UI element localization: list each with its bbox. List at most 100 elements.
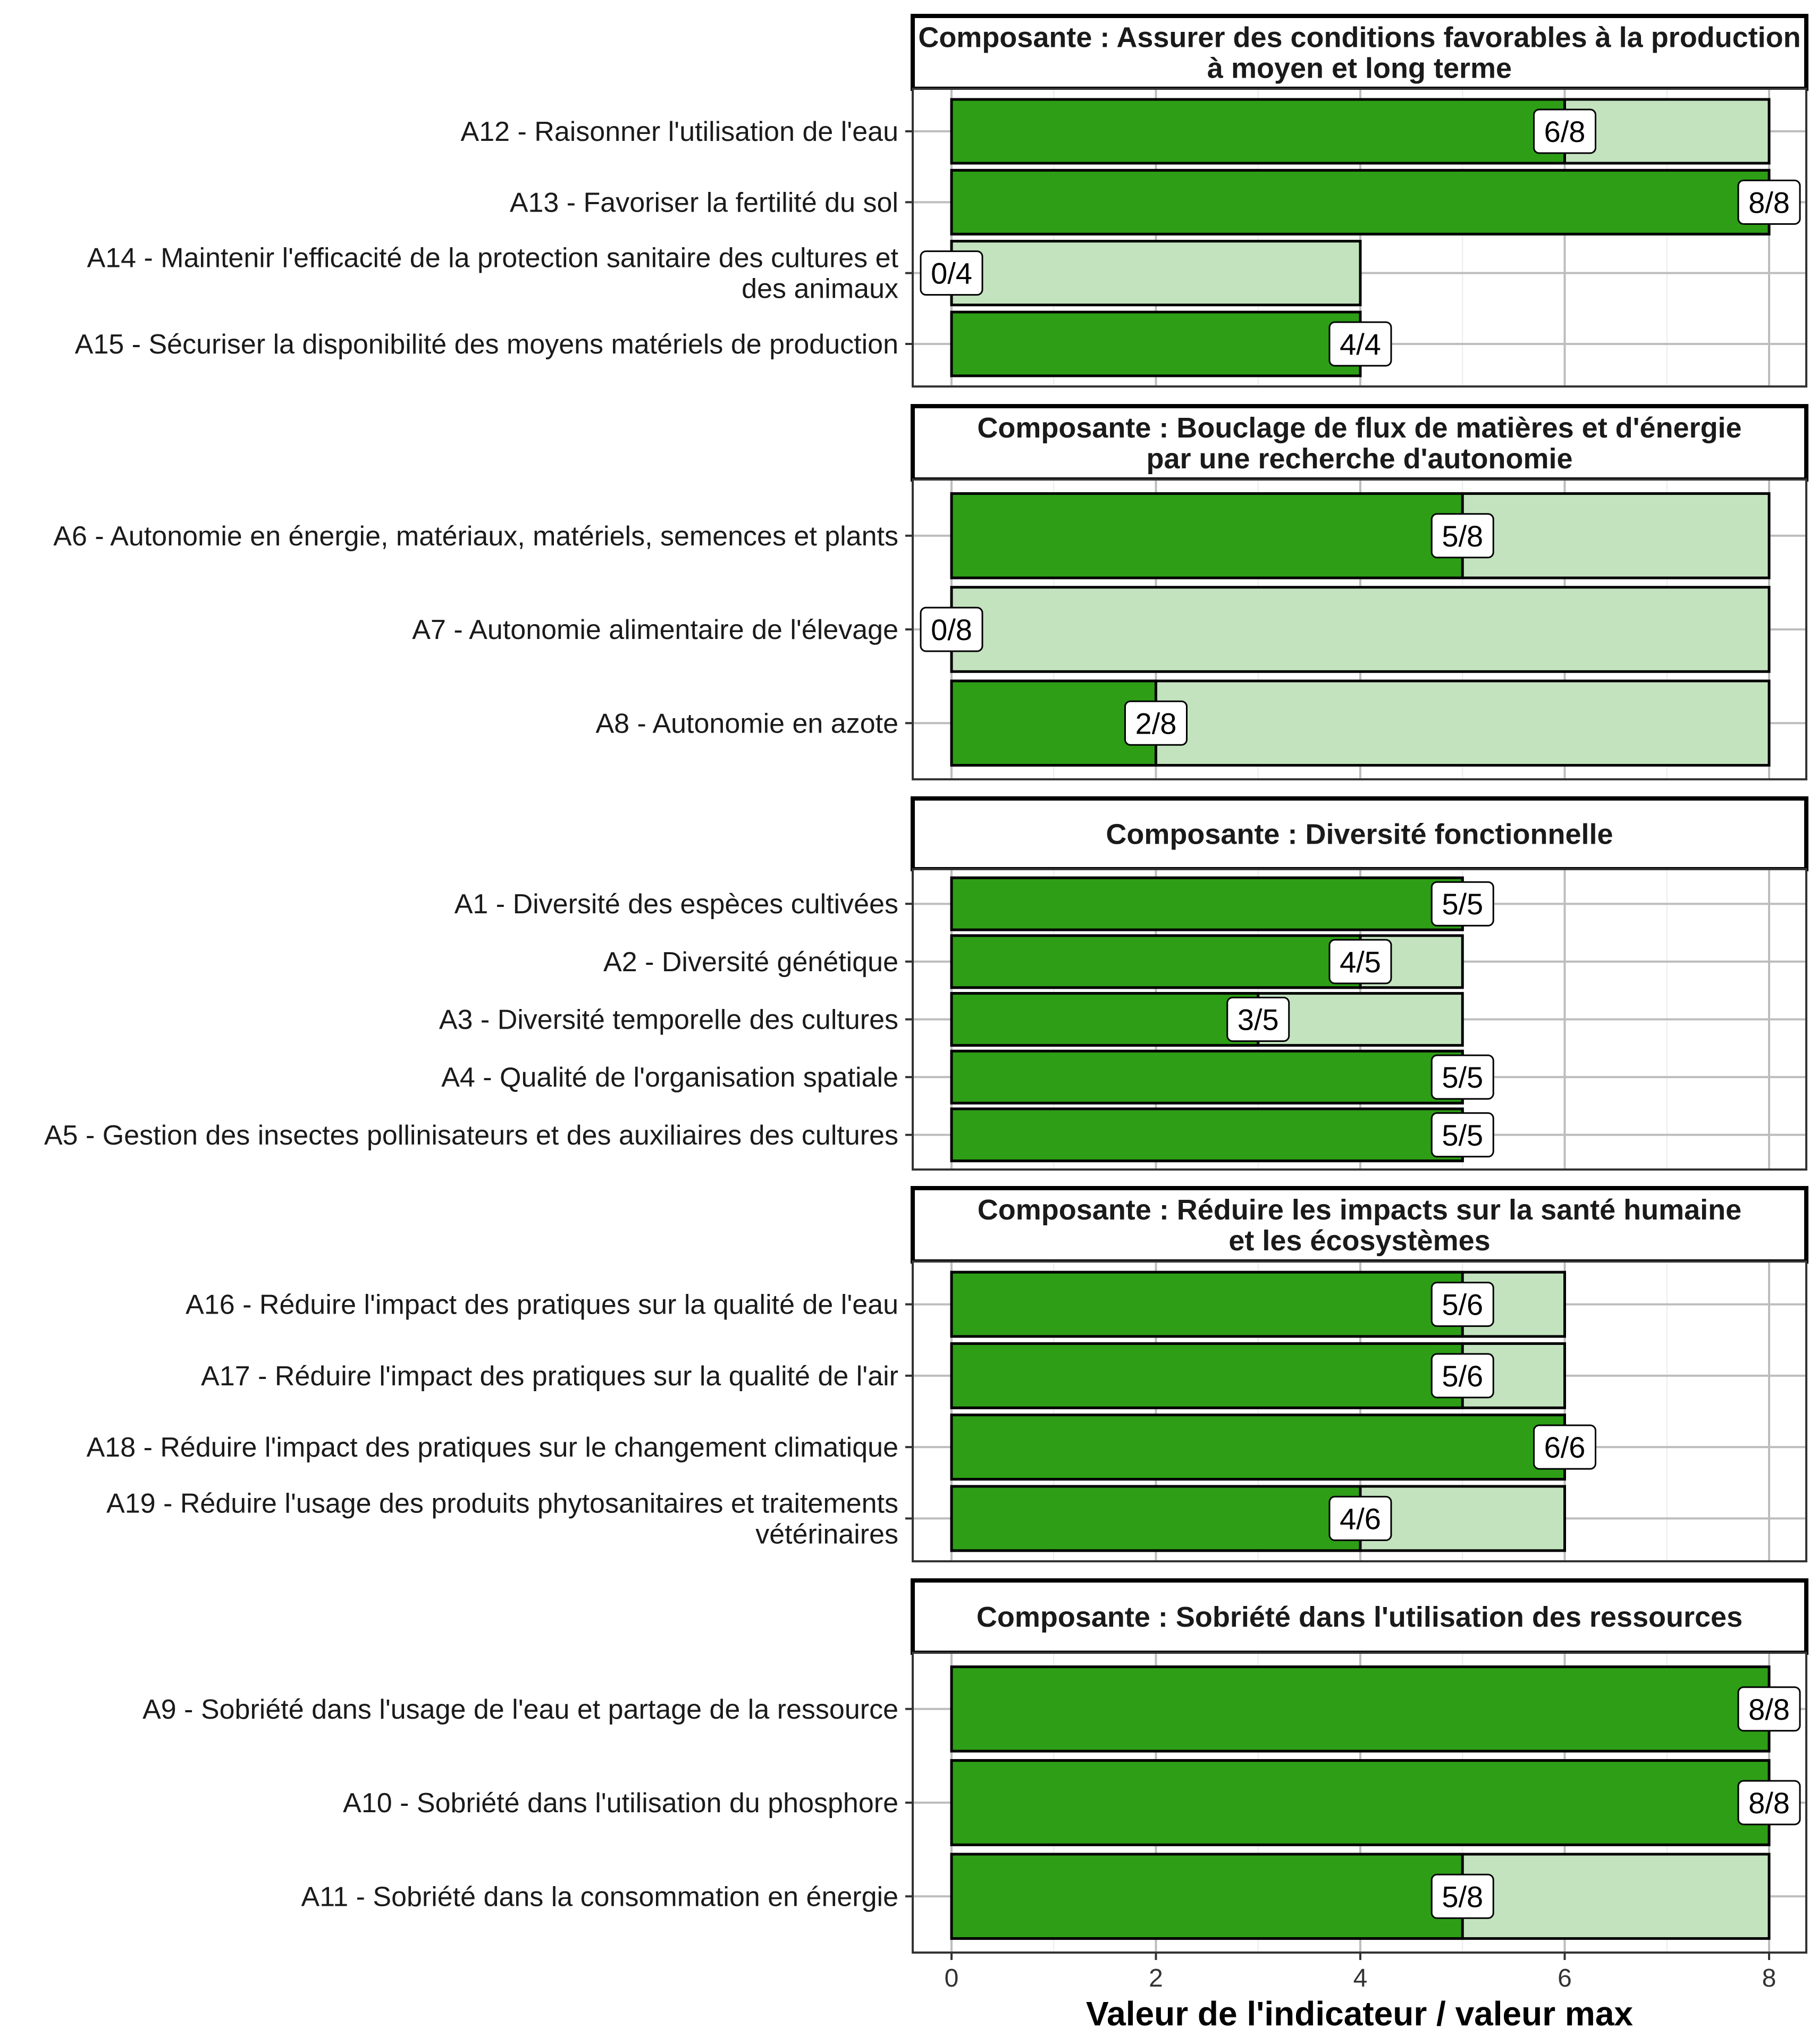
bar-value xyxy=(950,1414,1566,1481)
category-label: A19 - Réduire l'usage des produits phyto… xyxy=(106,1488,898,1519)
panel-border xyxy=(912,478,1807,780)
panel-title: Composante : Réduire les impacts sur la … xyxy=(978,1194,1741,1226)
data-label-box xyxy=(1430,1873,1494,1919)
category-label: A4 - Qualité de l'organisation spatiale xyxy=(441,1062,898,1093)
bar-max xyxy=(950,240,1362,307)
bar-value xyxy=(950,98,1566,165)
category-label: des animaux xyxy=(742,274,898,305)
category-label: A9 - Sobriété dans l'usage de l'eau et p… xyxy=(142,1694,898,1725)
data-label-box xyxy=(1737,179,1801,225)
data-label-box xyxy=(1737,1780,1801,1826)
data-label: 4/4 xyxy=(1340,327,1381,361)
data-label-box xyxy=(1533,1424,1596,1470)
category-label: A16 - Réduire l'impact des pratiques sur… xyxy=(186,1290,898,1320)
panel-title: Composante : Sobriété dans l'utilisation… xyxy=(977,1601,1743,1633)
data-label: 8/8 xyxy=(1748,186,1790,219)
category-label: A14 - Maintenir l'efficacité de la prote… xyxy=(87,243,899,274)
data-label: 5/5 xyxy=(1442,887,1483,921)
panel-title: Composante : Assurer des conditions favo… xyxy=(918,22,1800,54)
category-label: A5 - Gestion des insectes pollinisateurs… xyxy=(44,1120,898,1151)
data-label: 5/5 xyxy=(1442,1118,1483,1152)
panel-strip xyxy=(911,1186,1808,1264)
data-label-box xyxy=(1328,1495,1392,1541)
bar-value xyxy=(950,679,1157,767)
panel-strip xyxy=(911,14,1808,91)
category-label: A10 - Sobriété dans l'utilisation du pho… xyxy=(343,1788,898,1819)
x-axis-title: Valeur de l'indicateur / valeur max xyxy=(1086,1995,1633,2033)
data-label: 5/8 xyxy=(1442,1880,1483,1913)
data-label: 8/8 xyxy=(1748,1786,1790,1820)
data-label: 0/8 xyxy=(931,613,972,646)
bar-value xyxy=(950,310,1362,377)
bar-value xyxy=(950,1485,1362,1552)
category-label: A6 - Autonomie en énergie, matériaux, ma… xyxy=(53,521,898,552)
x-tick-label: 8 xyxy=(1762,1964,1777,1992)
data-label-box xyxy=(1737,1686,1801,1732)
data-label-box xyxy=(1430,1054,1494,1100)
bar-value xyxy=(950,1271,1464,1338)
panel-title: par une recherche d'autonomie xyxy=(1146,443,1572,475)
data-label-box xyxy=(1328,321,1392,367)
x-tick-label: 6 xyxy=(1558,1964,1572,1992)
bar-max xyxy=(950,586,1771,673)
data-label: 2/8 xyxy=(1135,706,1177,740)
data-label-box xyxy=(1533,108,1596,154)
bar-value xyxy=(950,169,1771,235)
panel-title: à moyen et long terme xyxy=(1207,53,1512,85)
data-label-box xyxy=(1430,1353,1494,1399)
data-label-box xyxy=(1124,700,1188,746)
bar-value xyxy=(950,1759,1771,1846)
data-label-box xyxy=(1430,513,1494,559)
data-label: 8/8 xyxy=(1748,1693,1790,1726)
data-label-box xyxy=(1430,881,1494,927)
data-label: 5/8 xyxy=(1442,519,1483,553)
category-label: A18 - Réduire l'impact des pratiques sur… xyxy=(87,1432,898,1463)
bar-value xyxy=(950,1049,1464,1105)
category-label: A7 - Autonomie alimentaire de l'élevage xyxy=(412,615,898,645)
bar-value xyxy=(950,492,1464,579)
category-label: vétérinaires xyxy=(755,1519,898,1550)
data-label: 4/6 xyxy=(1340,1502,1381,1535)
panel-strip xyxy=(911,404,1808,482)
panel-title: et les écosystèmes xyxy=(1228,1225,1490,1257)
category-label: A15 - Sécuriser la disponibilité des moy… xyxy=(75,329,898,360)
data-label-box xyxy=(1226,997,1290,1042)
category-label: A11 - Sobriété dans la consommation en é… xyxy=(301,1881,898,1912)
bar-value xyxy=(950,876,1464,931)
data-label-box xyxy=(1430,1112,1494,1158)
panel-title: Composante : Bouclage de flux de matière… xyxy=(977,412,1741,444)
data-label-box xyxy=(1430,1282,1494,1327)
bar-value xyxy=(950,992,1260,1047)
bar-value xyxy=(950,934,1362,989)
data-label-box xyxy=(920,607,983,652)
bar-value xyxy=(950,1342,1464,1409)
data-label: 5/6 xyxy=(1442,1288,1483,1322)
data-label: 6/8 xyxy=(1544,115,1586,148)
category-label: A1 - Diversité des espèces cultivées xyxy=(454,889,898,920)
data-label: 5/6 xyxy=(1442,1359,1483,1393)
panel-title: Composante : Diversité fonctionnelle xyxy=(1106,819,1613,851)
category-label: A13 - Favoriser la fertilité du sol xyxy=(510,187,898,218)
category-label: A17 - Réduire l'impact des pratiques sur… xyxy=(201,1361,898,1392)
panel-border xyxy=(912,88,1807,388)
category-label: A2 - Diversité génétique xyxy=(603,947,898,978)
bar-value xyxy=(950,1853,1464,1940)
data-label: 6/6 xyxy=(1544,1431,1586,1464)
category-label: A12 - Raisonner l'utilisation de l'eau xyxy=(461,116,898,147)
x-tick-label: 0 xyxy=(945,1964,959,1992)
data-label: 3/5 xyxy=(1238,1003,1279,1037)
x-tick-label: 2 xyxy=(1149,1964,1163,1992)
data-label-box xyxy=(1328,939,1392,985)
bar-value xyxy=(950,1107,1464,1163)
x-tick-label: 4 xyxy=(1353,1964,1368,1992)
panel-border xyxy=(912,1260,1807,1562)
data-label: 4/5 xyxy=(1340,945,1381,979)
data-label: 0/4 xyxy=(931,257,972,290)
category-label: A8 - Autonomie en azote xyxy=(596,708,899,739)
panel-border xyxy=(912,868,1807,1171)
data-label: 5/5 xyxy=(1442,1061,1483,1094)
bar-value xyxy=(950,1665,1771,1753)
category-label: A3 - Diversité temporelle des cultures xyxy=(439,1005,898,1036)
